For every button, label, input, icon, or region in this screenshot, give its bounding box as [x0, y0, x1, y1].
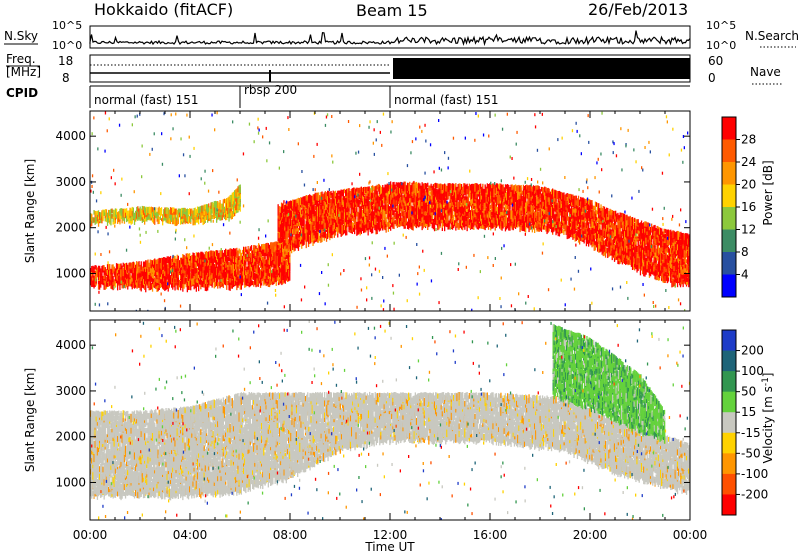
y-tick-label: 2000 — [55, 430, 86, 444]
freq-panel — [89, 54, 691, 83]
nsky-panel — [89, 25, 691, 49]
colorbar-swatch — [722, 350, 736, 372]
x-tick-label: 00:00 — [673, 528, 708, 542]
velocity-panel: 1000 2000 3000 4000 — [55, 319, 691, 521]
colorbar-tick-label: 50 — [741, 385, 756, 399]
freq-label-1: Freq. — [6, 52, 36, 66]
x-tick-label: 04:00 — [173, 528, 208, 542]
colorbar-swatch — [722, 432, 736, 454]
colorbar-swatch — [722, 162, 736, 185]
colorbar-swatch — [722, 494, 736, 516]
cpid-segment-1: normal (fast) 151 — [94, 93, 198, 107]
colorbar-tick-label: 16 — [741, 200, 756, 214]
colorbar-tick-label: 24 — [741, 155, 756, 169]
velocity-colorbar-label: Velocity [m s-1] — [761, 373, 775, 464]
colorbar-swatch — [722, 391, 736, 413]
cpid-segment-3: normal (fast) 151 — [394, 93, 498, 107]
colorbar-swatch — [722, 184, 736, 208]
colorbar-tick-label: -200 — [741, 487, 768, 501]
colorbar-tick-label: 28 — [741, 133, 756, 147]
velocity-y-label: Slant Range [km] — [23, 368, 37, 472]
y-tick-label: 4000 — [55, 338, 86, 352]
date-title: 26/Feb/2013 — [588, 0, 688, 19]
y-tick-label: 1000 — [55, 475, 86, 489]
colorbar-swatch — [722, 229, 736, 253]
colorbar-tick-label: -50 — [741, 446, 761, 460]
y-tick-label: 2000 — [55, 221, 86, 235]
nave-tick-high: 60 — [708, 54, 723, 68]
power-y-ticks: 1000 2000 3000 4000 — [55, 129, 690, 280]
freq-tick-high: 18 — [58, 54, 73, 68]
y-tick-label: 3000 — [55, 175, 86, 189]
colorbar-tick-label: 4 — [741, 268, 749, 282]
nave-tick-low: 0 — [708, 71, 716, 85]
y-tick-label: 3000 — [55, 384, 86, 398]
colorbar-tick-label: 100 — [741, 364, 764, 378]
x-tick-label: 00:00 — [73, 528, 108, 542]
nsky-label: N.Sky — [4, 29, 38, 43]
colorbar-tick-label: -15 — [741, 426, 761, 440]
x-axis-label: Time UT — [364, 540, 415, 554]
beam-title: Beam 15 — [356, 1, 428, 20]
colorbar-swatch — [722, 274, 736, 298]
power-panel: 1000 2000 3000 4000 — [55, 110, 691, 312]
y-tick-label: 4000 — [55, 129, 86, 143]
power-y-label: Slant Range [km] — [23, 159, 37, 263]
nave-label: Nave — [750, 65, 781, 79]
count-tick-low-left: 10^0 — [52, 39, 82, 52]
count-tick-high-right: 10^5 — [706, 19, 736, 32]
colorbar-tick-label: 12 — [741, 223, 756, 237]
colorbar-swatch — [722, 412, 736, 434]
colorbar-tick-label: 15 — [741, 405, 756, 419]
power-colorbar-label: Power [dB] — [761, 160, 775, 225]
colorbar-swatch — [722, 252, 736, 275]
colorbar-tick-label: 200 — [741, 344, 764, 358]
power-colorbar: 28 24 20 16 12 8 4 — [721, 116, 756, 298]
colorbar-tick-label: 20 — [741, 178, 756, 192]
nsearch-label: N.Search — [745, 29, 799, 43]
cpid-segment-2: rbsp 200 — [244, 83, 297, 97]
colorbar-swatch — [722, 117, 736, 140]
x-tick-label: 08:00 — [273, 528, 308, 542]
velocity-data — [90, 320, 690, 520]
colorbar-swatch — [722, 371, 736, 393]
colorbar-tick-label: 8 — [741, 245, 749, 259]
station-title: Hokkaido (fitACF) — [94, 0, 233, 19]
colorbar-swatch — [722, 207, 736, 230]
x-tick-label: 20:00 — [573, 528, 608, 542]
freq-label-2: [MHz] — [6, 65, 41, 79]
colorbar-swatch — [722, 453, 736, 475]
velocity-y-ticks: 1000 2000 3000 4000 — [55, 338, 690, 489]
cpid-label: CPID — [6, 86, 38, 100]
colorbar-swatch — [722, 473, 736, 495]
colorbar-tick-label: -100 — [741, 467, 768, 481]
count-tick-low-right: 10^0 — [706, 39, 736, 52]
colorbar-swatch — [722, 139, 736, 163]
x-tick-label: 12:00 — [373, 528, 408, 542]
colorbar-swatch — [722, 330, 736, 352]
velocity-colorbar: 200 100 50 15 -15 -50 -100 -200 — [721, 329, 768, 516]
nsky-trace — [89, 30, 691, 47]
count-tick-high-left: 10^5 — [52, 19, 82, 32]
y-tick-label: 1000 — [55, 266, 86, 280]
x-tick-label: 16:00 — [473, 528, 508, 542]
power-data — [90, 111, 690, 311]
freq-trace — [90, 64, 390, 82]
freq-tick-low: 8 — [62, 71, 70, 85]
x-tick-labels: 00:00 04:00 08:00 12:00 16:00 20:00 00:00 — [73, 528, 708, 542]
